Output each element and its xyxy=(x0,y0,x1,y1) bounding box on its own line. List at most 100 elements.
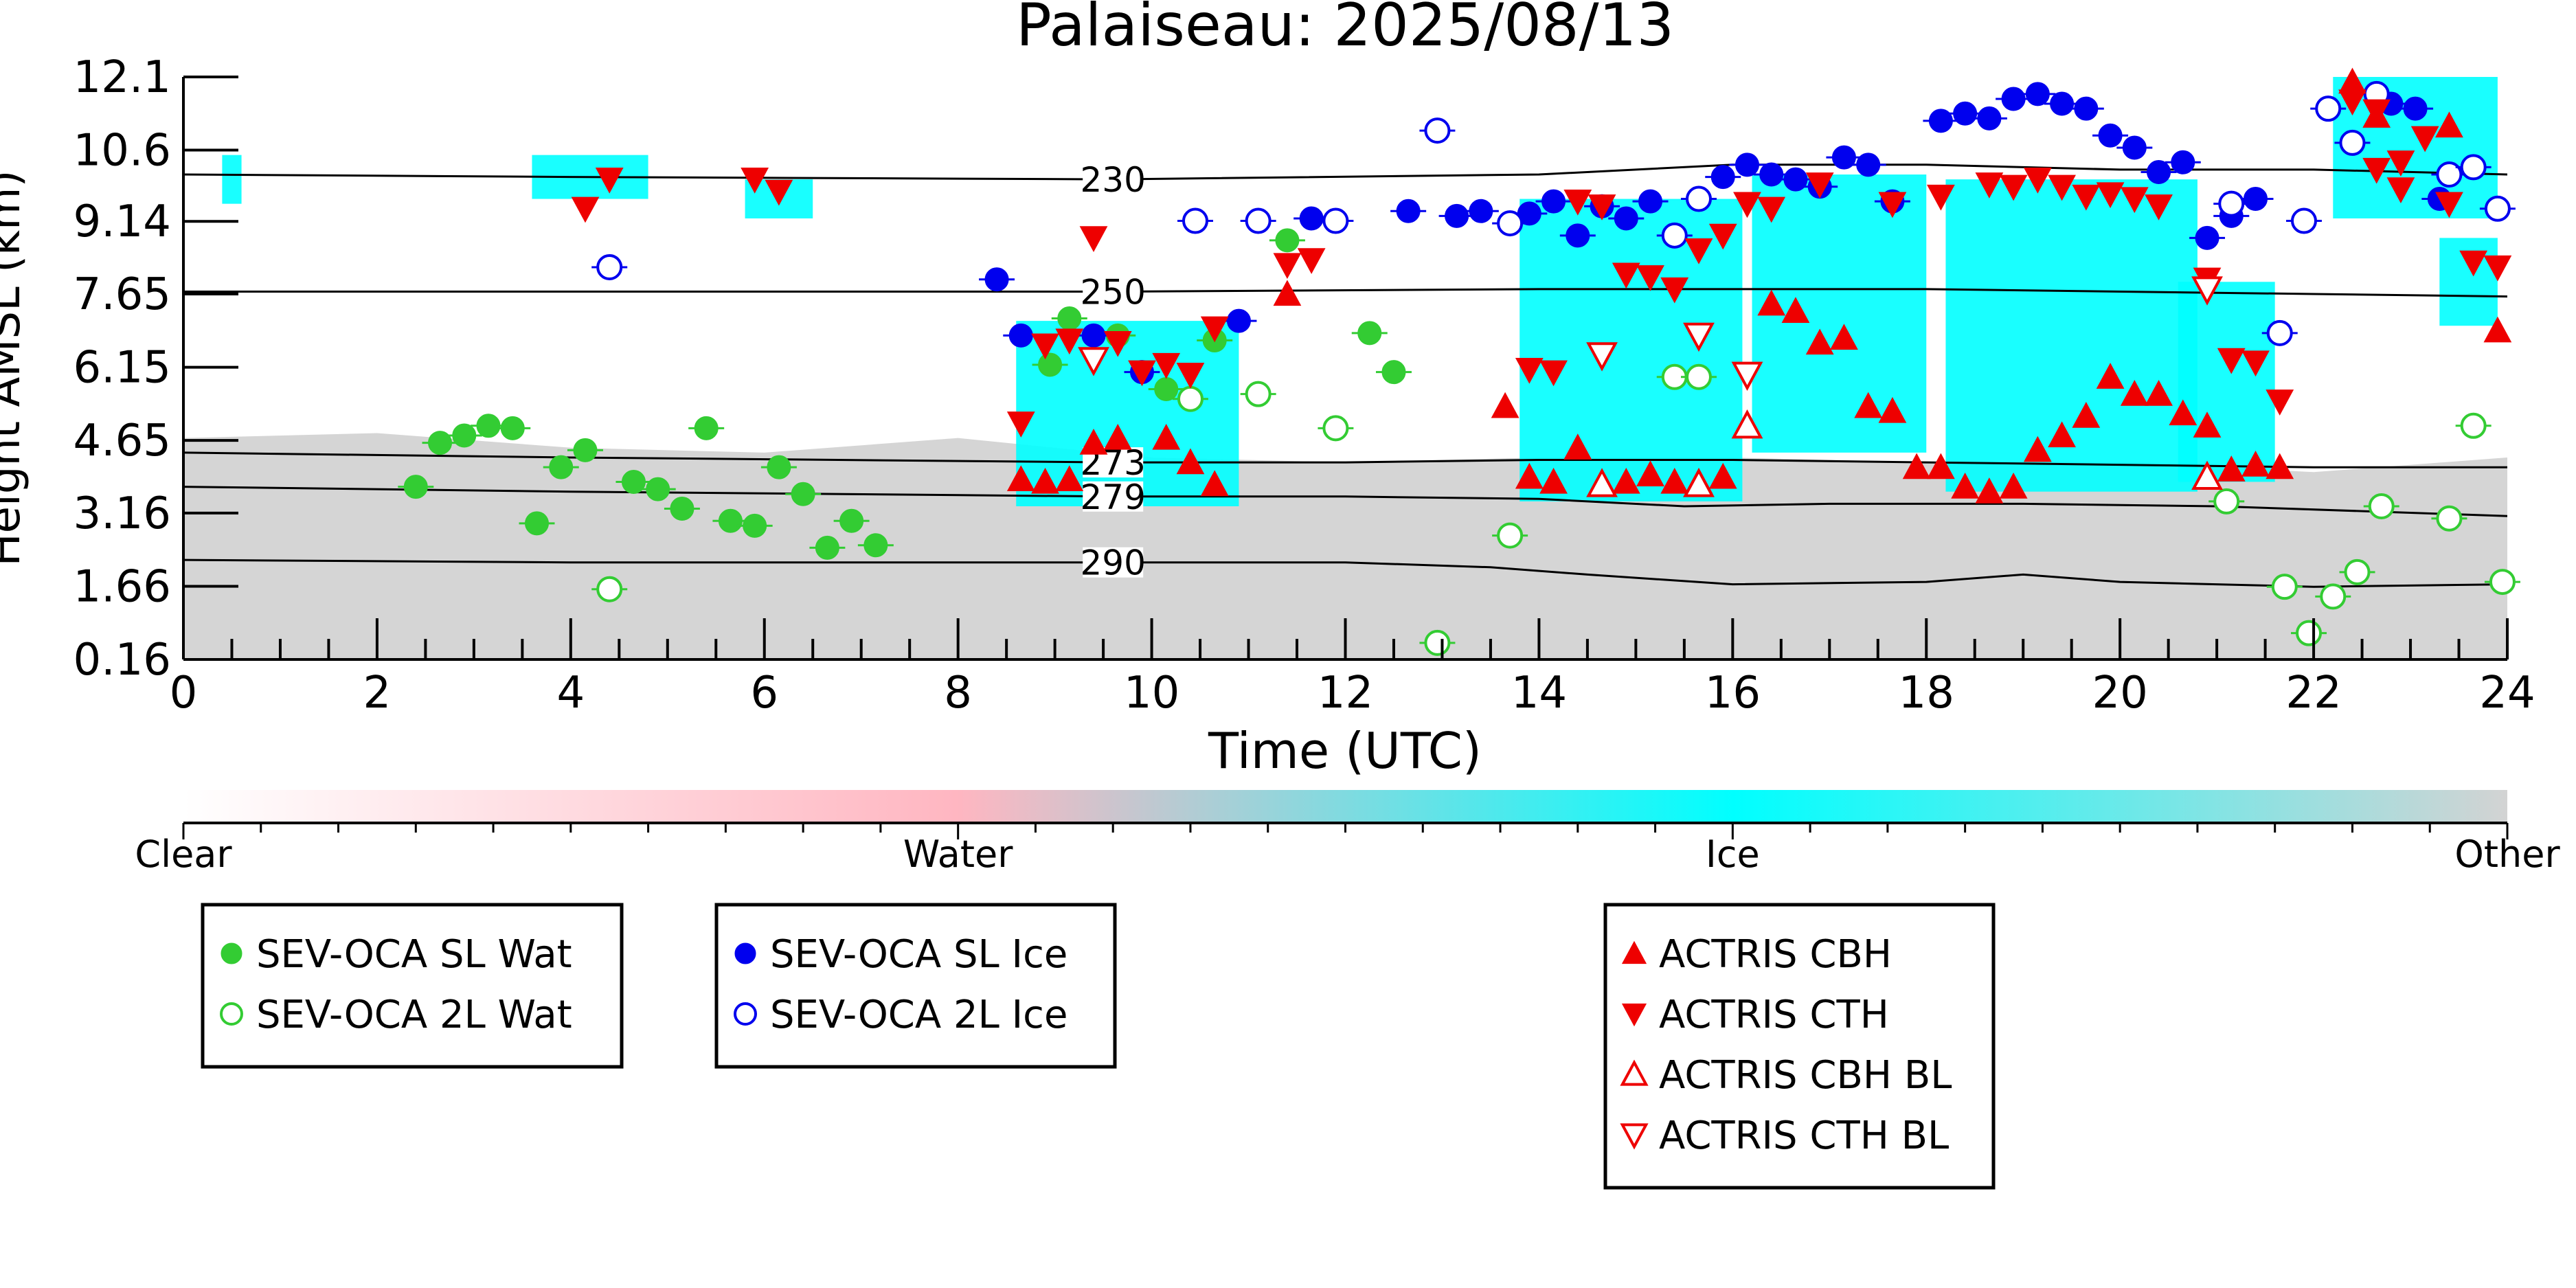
data-point xyxy=(1685,185,1712,212)
colorbar xyxy=(183,790,2507,823)
legend-frame xyxy=(714,903,1117,1069)
contour-label-bg xyxy=(1083,481,1144,512)
data-point xyxy=(2098,123,2123,148)
data-point xyxy=(1999,472,2028,499)
data-point xyxy=(403,475,428,499)
data-point xyxy=(1757,289,1786,316)
contour-line xyxy=(183,558,2507,588)
contour-line xyxy=(183,288,2507,298)
contour-label-bg xyxy=(1083,547,1144,578)
series-actris-cbh xyxy=(1006,67,2512,504)
colorbar-label: Other xyxy=(2454,833,2560,876)
data-point xyxy=(1273,253,1302,280)
contour-label-bg xyxy=(1083,164,1144,195)
x-tick-label: 0 xyxy=(170,668,198,719)
data-point xyxy=(2244,187,2268,212)
data-point xyxy=(1128,360,1156,387)
x-tick-label: 22 xyxy=(2285,668,2341,719)
retrieval-markers xyxy=(398,67,2520,656)
legend-box: ACTRIS CBH ACTRIS CTH ACTRIS CBH BL ACTRIS … xyxy=(1603,903,1996,1190)
data-point xyxy=(2171,150,2195,174)
data-point xyxy=(2072,401,2101,428)
data-point xyxy=(1182,207,1209,234)
x-tick-label: 16 xyxy=(1705,668,1761,719)
legend-box: SEV-OCA SL Ice SEV-OCA 2L Ice xyxy=(714,903,1117,1069)
series-actris-cbh-bl xyxy=(1586,409,2223,497)
data-point xyxy=(2122,135,2147,160)
legend-frame xyxy=(201,903,624,1069)
data-point xyxy=(2120,187,2149,214)
data-point xyxy=(2436,505,2463,532)
legend-marker xyxy=(221,942,242,964)
data-point xyxy=(1831,145,1856,170)
data-point xyxy=(2195,225,2219,250)
data-point xyxy=(524,511,549,536)
data-point xyxy=(2460,154,2487,181)
data-point xyxy=(1975,172,2004,199)
data-point xyxy=(1424,117,1451,144)
data-point xyxy=(2344,558,2371,585)
data-point xyxy=(2362,157,2391,184)
ice-class-region xyxy=(2178,282,2275,482)
data-point xyxy=(2074,96,2099,121)
data-point xyxy=(596,253,623,280)
data-point xyxy=(1759,162,1784,187)
data-point xyxy=(2048,421,2076,448)
data-point xyxy=(2435,192,2463,218)
data-point xyxy=(1928,109,1953,133)
data-point xyxy=(1805,172,1834,199)
legend-marker xyxy=(1620,1059,1649,1086)
contour-line xyxy=(183,486,2507,517)
data-point xyxy=(1661,222,1688,249)
legend-marker xyxy=(1620,1123,1649,1150)
data-point xyxy=(815,535,839,560)
data-point xyxy=(1566,223,1590,248)
data-point xyxy=(2218,190,2245,217)
data-point xyxy=(1299,206,1324,231)
x-axis-label: Time (UTC) xyxy=(1208,722,1482,780)
data-point xyxy=(1515,462,1544,489)
data-point xyxy=(1445,203,1469,228)
data-point xyxy=(2315,95,2342,122)
x-tick-label: 18 xyxy=(1899,668,1954,719)
data-point xyxy=(1226,308,1251,333)
data-point xyxy=(1103,423,1132,450)
data-point xyxy=(1176,448,1205,475)
data-point xyxy=(1491,392,1519,418)
data-point xyxy=(1038,352,1063,377)
data-point xyxy=(670,497,694,521)
data-point xyxy=(2435,111,2463,138)
data-point xyxy=(1636,265,1664,291)
data-point xyxy=(2362,99,2391,126)
data-point xyxy=(1586,342,1618,372)
legend-label: ACTRIS CBH xyxy=(1659,932,1892,977)
data-point xyxy=(2368,493,2395,519)
data-point xyxy=(2048,174,2076,201)
legend-box: SEV-OCA SL Wat SEV-OCA 2L Wat xyxy=(201,903,624,1069)
data-point xyxy=(1079,429,1108,455)
data-point xyxy=(2193,411,2222,438)
data-point xyxy=(1588,194,1616,221)
data-point xyxy=(1878,396,1907,423)
data-point xyxy=(2025,82,2050,106)
data-point xyxy=(1081,323,1106,348)
data-point xyxy=(1006,465,1035,492)
data-point xyxy=(2339,129,2366,156)
data-point xyxy=(718,508,743,533)
colorbar-ticks xyxy=(182,822,2509,839)
data-point xyxy=(1660,277,1689,304)
data-point xyxy=(1381,360,1406,385)
contour-line xyxy=(183,451,2507,468)
data-point xyxy=(2266,389,2294,416)
x-tick-label: 10 xyxy=(1124,668,1179,719)
data-point xyxy=(1322,415,1349,442)
data-point xyxy=(694,416,719,440)
data-point xyxy=(1660,467,1689,494)
data-point xyxy=(1322,207,1349,234)
data-point xyxy=(1245,207,1272,234)
data-point xyxy=(1708,223,1737,250)
data-point xyxy=(2320,583,2347,610)
data-point xyxy=(1683,322,1715,352)
data-point xyxy=(1757,196,1786,223)
